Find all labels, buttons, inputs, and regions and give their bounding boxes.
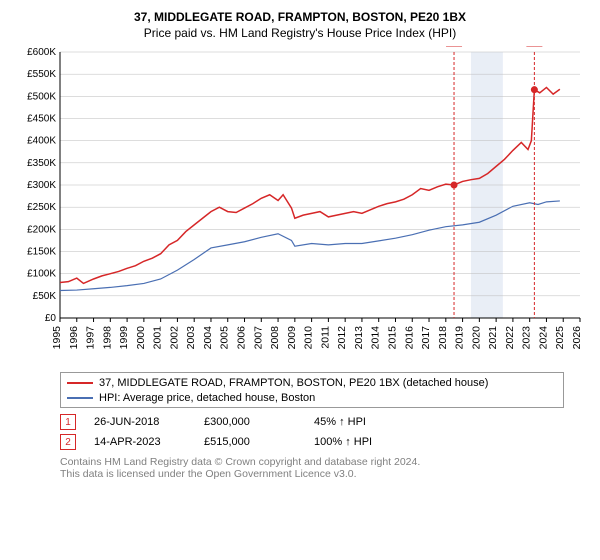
svg-text:2012: 2012 [336, 326, 348, 350]
marker-date: 14-APR-2023 [94, 436, 204, 448]
svg-text:£200K: £200K [27, 224, 56, 235]
svg-text:£500K: £500K [27, 91, 56, 102]
svg-text:£350K: £350K [27, 158, 56, 169]
svg-text:£150K: £150K [27, 247, 56, 258]
svg-text:2020: 2020 [470, 326, 482, 350]
legend-box: 37, MIDDLEGATE ROAD, FRAMPTON, BOSTON, P… [60, 372, 564, 408]
footer-line2: This data is licensed under the Open Gov… [60, 468, 588, 480]
svg-text:2021: 2021 [487, 326, 499, 350]
svg-text:2017: 2017 [420, 326, 432, 350]
svg-text:2013: 2013 [353, 326, 365, 350]
svg-text:2004: 2004 [202, 326, 214, 350]
chart-subtitle: Price paid vs. HM Land Registry's House … [12, 26, 588, 40]
svg-text:£0: £0 [45, 313, 57, 324]
marker-date: 26-JUN-2018 [94, 416, 204, 428]
svg-text:2006: 2006 [236, 326, 248, 350]
svg-text:2007: 2007 [252, 326, 264, 350]
svg-text:2026: 2026 [571, 326, 583, 350]
svg-text:2016: 2016 [403, 326, 415, 350]
svg-text:2001: 2001 [152, 326, 164, 350]
chart-svg: £0 £50K £100K £150K £200K £250K £300K £350K £400… [12, 46, 588, 366]
marker-table: 1 26-JUN-2018 £300,000 45% ↑ HPI 2 14-AP… [60, 412, 588, 452]
marker-row: 1 26-JUN-2018 £300,000 45% ↑ HPI [60, 412, 588, 432]
svg-text:2010: 2010 [303, 326, 315, 350]
svg-text:£300K: £300K [27, 180, 56, 191]
chart-title: 37, MIDDLEGATE ROAD, FRAMPTON, BOSTON, P… [12, 10, 588, 24]
marker-badge: 2 [60, 434, 76, 450]
marker-badge: 1 [60, 414, 76, 430]
chart-area: £0 £50K £100K £150K £200K £250K £300K £350K £400… [12, 46, 588, 366]
svg-text:£100K: £100K [27, 269, 56, 280]
legend-item: 37, MIDDLEGATE ROAD, FRAMPTON, BOSTON, P… [67, 375, 557, 390]
svg-text:£50K: £50K [33, 291, 57, 302]
svg-text:1996: 1996 [68, 326, 80, 350]
svg-text:£550K: £550K [27, 69, 56, 80]
footer-line1: Contains HM Land Registry data © Crown c… [60, 456, 588, 468]
svg-text:£450K: £450K [27, 114, 56, 125]
svg-text:1997: 1997 [85, 326, 97, 350]
legend-label: 37, MIDDLEGATE ROAD, FRAMPTON, BOSTON, P… [99, 377, 488, 389]
svg-text:1998: 1998 [101, 326, 113, 350]
svg-text:2000: 2000 [135, 326, 147, 350]
marker-price: £515,000 [204, 436, 314, 448]
marker-price: £300,000 [204, 416, 314, 428]
svg-text:2011: 2011 [319, 326, 331, 349]
svg-text:£250K: £250K [27, 202, 56, 213]
svg-text:2014: 2014 [370, 326, 382, 350]
svg-text:2002: 2002 [168, 326, 180, 350]
legend-item: HPI: Average price, detached house, Bost… [67, 390, 557, 405]
footer-text: Contains HM Land Registry data © Crown c… [60, 456, 588, 480]
svg-text:£400K: £400K [27, 136, 56, 147]
svg-text:2015: 2015 [386, 326, 398, 350]
svg-text:2009: 2009 [286, 326, 298, 350]
svg-text:2008: 2008 [269, 326, 281, 350]
svg-text:2024: 2024 [537, 326, 549, 350]
svg-text:2022: 2022 [504, 326, 516, 350]
svg-text:2003: 2003 [185, 326, 197, 350]
svg-text:2023: 2023 [521, 326, 533, 350]
marker-hpi: 100% ↑ HPI [314, 436, 434, 448]
svg-text:2018: 2018 [437, 326, 449, 350]
svg-text:1999: 1999 [118, 326, 130, 350]
legend-swatch [67, 382, 93, 384]
svg-text:1995: 1995 [51, 326, 63, 350]
legend-swatch [67, 397, 93, 399]
svg-text:2005: 2005 [219, 326, 231, 350]
legend-label: HPI: Average price, detached house, Bost… [99, 392, 315, 404]
marker-row: 2 14-APR-2023 £515,000 100% ↑ HPI [60, 432, 588, 452]
marker-hpi: 45% ↑ HPI [314, 416, 434, 428]
svg-text:£600K: £600K [27, 47, 56, 58]
svg-text:2025: 2025 [554, 326, 566, 350]
svg-text:2019: 2019 [454, 326, 466, 350]
